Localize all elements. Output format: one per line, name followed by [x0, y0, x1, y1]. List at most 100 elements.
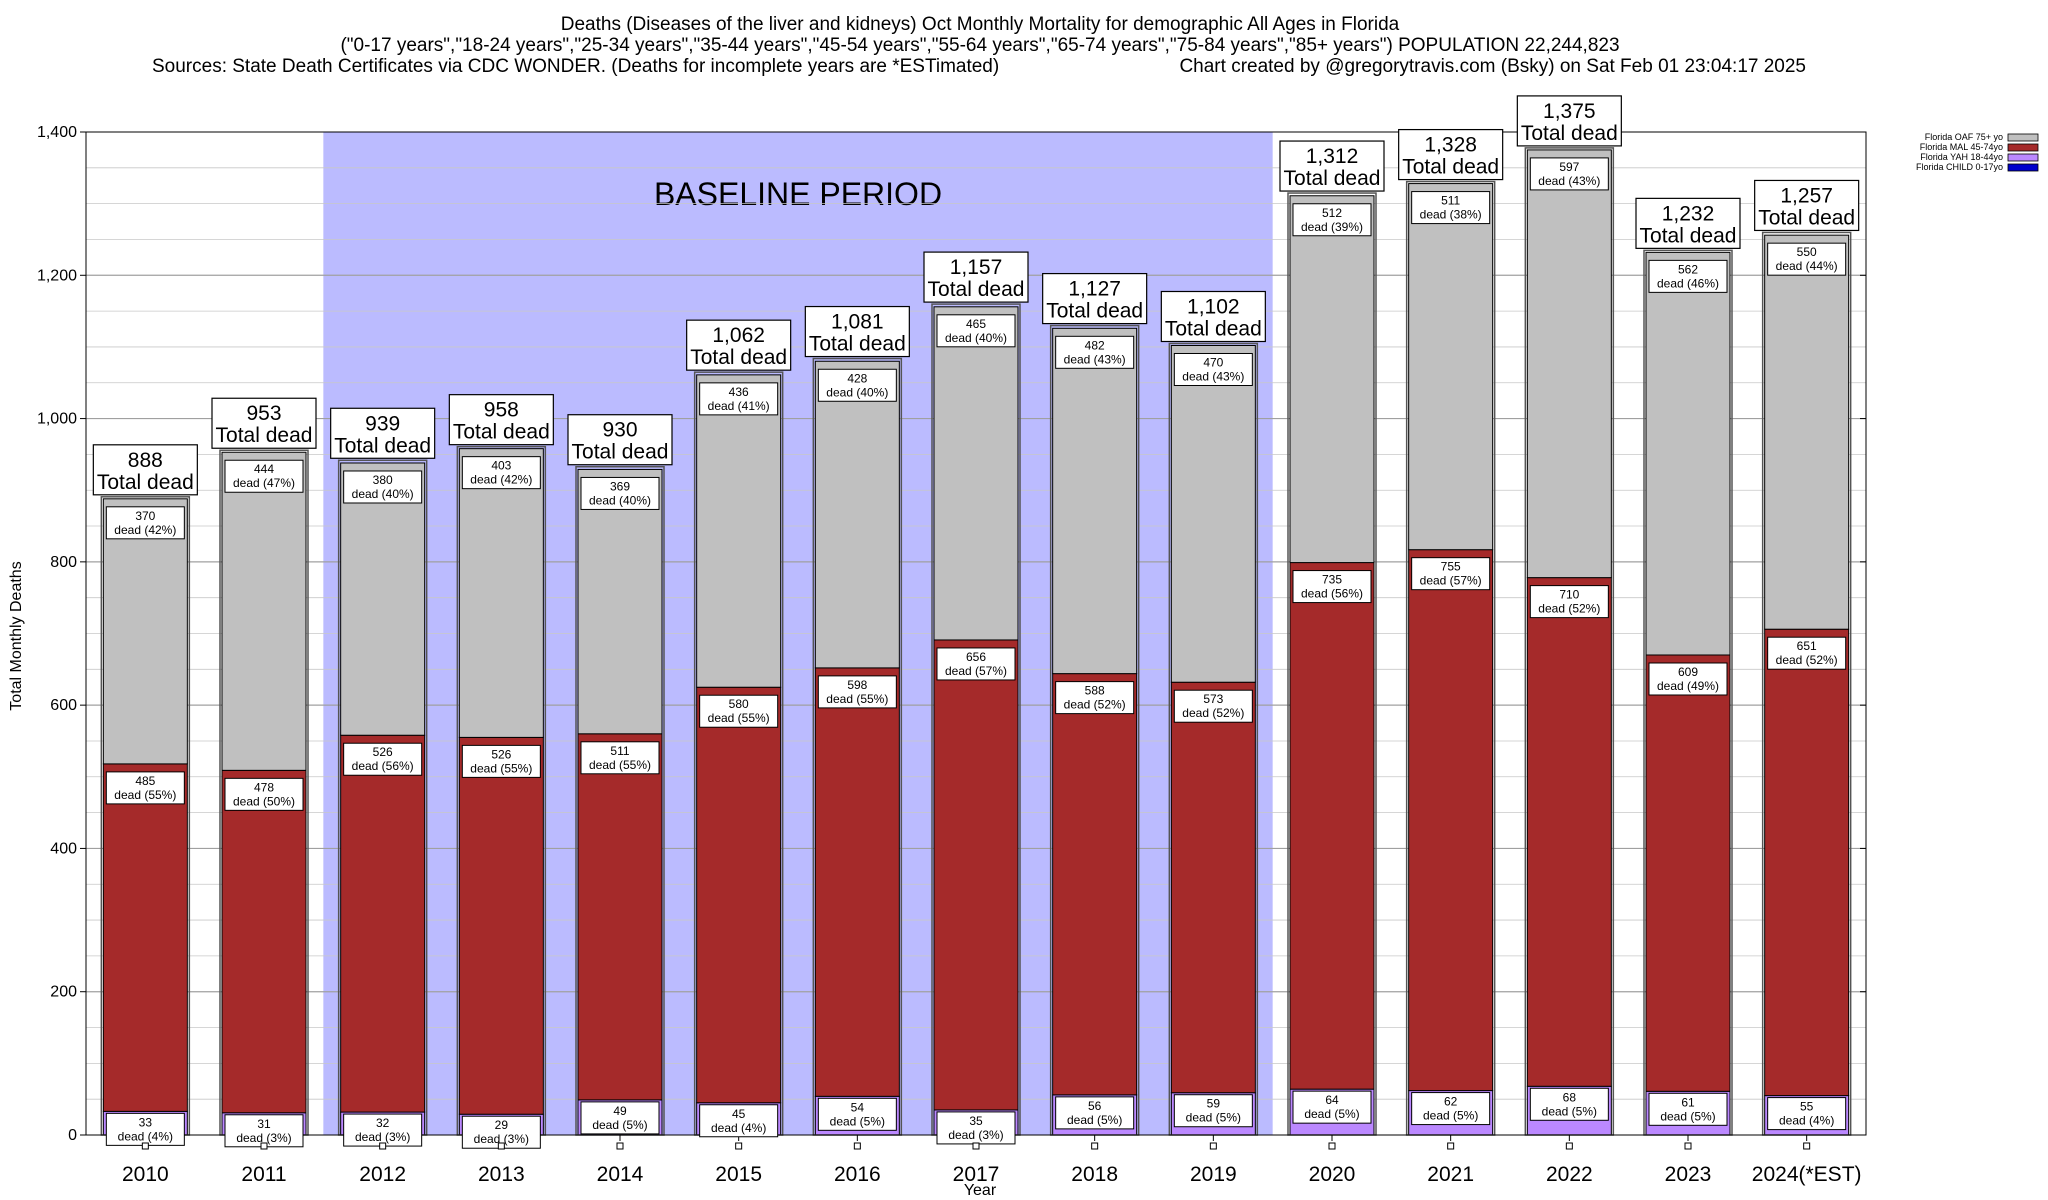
total-value-label: 1,375 [1543, 100, 1596, 123]
segment-label-box [936, 647, 1016, 681]
x-tick-label: 2014 [597, 1163, 644, 1186]
segment-label-box [1529, 157, 1609, 191]
total-label-box [330, 407, 436, 459]
bar-segment [340, 734, 426, 1113]
bar-segment [1052, 327, 1138, 675]
segment-percent-label: dead (47%) [233, 476, 295, 490]
segment-percent-label: dead (52%) [1064, 698, 1126, 712]
segment-percent-label: dead (3%) [474, 1132, 529, 1146]
total-value-label: 1,127 [1068, 278, 1121, 301]
bar-segment [1170, 681, 1256, 1094]
segment-value-label: 56 [1088, 1099, 1102, 1113]
total-caption-label: Total dead [216, 424, 313, 447]
total-label-box [92, 444, 198, 496]
segment-label-box [1648, 259, 1728, 293]
total-value-label: 953 [246, 402, 281, 425]
total-value-label: 930 [602, 419, 637, 442]
segment-percent-label: dead (56%) [1301, 587, 1363, 601]
total-label-box [1635, 197, 1741, 249]
bar-segment [221, 769, 307, 1114]
segment-label-box [1648, 1092, 1728, 1126]
segment-value-label: 436 [729, 385, 749, 399]
segment-percent-label: dead (57%) [945, 664, 1007, 678]
segment-value-label: 380 [373, 473, 393, 487]
segment-value-label: 598 [847, 678, 867, 692]
total-label-box [686, 319, 792, 371]
child-series-marker [379, 1142, 387, 1150]
segment-percent-label: dead (55%) [589, 758, 651, 772]
segment-percent-label: dead (55%) [114, 788, 176, 802]
segment-value-label: 470 [1203, 355, 1223, 369]
total-value-label: 1,328 [1424, 134, 1477, 157]
x-tick-label: 2015 [715, 1163, 762, 1186]
total-label-box [1042, 272, 1148, 325]
segment-value-label: 526 [373, 745, 393, 759]
chart-title-line-2: ("0-17 years","18-24 years","25-34 years… [340, 35, 1619, 56]
segment-value-label: 68 [1563, 1090, 1577, 1104]
segment-label-box [817, 675, 897, 709]
bar-segment [1526, 577, 1612, 1087]
segment-percent-label: dead (5%) [1660, 1109, 1715, 1123]
total-value-label: 1,102 [1187, 295, 1240, 318]
segment-label-box [1055, 681, 1135, 715]
legend-label: Florida OAF 75+ yo [1925, 132, 2003, 142]
child-series-marker [1803, 1142, 1811, 1150]
y-tick-label: 400 [50, 840, 77, 857]
segment-value-label: 61 [1681, 1095, 1695, 1109]
total-value-label: 1,081 [831, 311, 884, 334]
bar-segment [1170, 344, 1256, 683]
segment-label-box [1529, 1087, 1609, 1121]
child-series-marker [1684, 1142, 1692, 1150]
segment-label-box [1767, 636, 1847, 670]
segment-percent-label: dead (55%) [708, 711, 770, 725]
segment-label-box [343, 742, 423, 776]
segment-label-box [461, 456, 541, 490]
segment-label-box [1411, 191, 1491, 225]
x-tick-label: 2010 [122, 1163, 169, 1186]
bar-segment [1052, 673, 1138, 1096]
segment-percent-label: dead (55%) [826, 692, 888, 706]
child-series-marker [141, 1142, 149, 1150]
bars-group [100, 147, 1852, 1136]
segment-label-box [699, 382, 779, 416]
segment-percent-label: dead (3%) [236, 1131, 291, 1145]
y-tick-label: 200 [50, 984, 77, 1001]
segment-value-label: 478 [254, 780, 274, 794]
baseline-label: BASELINE PERIOD [654, 176, 942, 212]
total-label-box [923, 251, 1029, 303]
segment-value-label: 62 [1444, 1095, 1458, 1109]
legend-label: Florida YAH 18-44yo [1920, 152, 2003, 162]
bar-segment [221, 451, 307, 771]
bar-segment [340, 462, 426, 736]
total-caption-label: Total dead [1284, 167, 1381, 190]
segment-label-box [1173, 352, 1253, 386]
x-tick-label: 2021 [1427, 1163, 1474, 1186]
segment-value-label: 512 [1322, 206, 1342, 220]
total-value-label: 1,312 [1306, 145, 1359, 168]
total-caption-label: Total dead [1758, 206, 1855, 229]
bar-segment [696, 686, 782, 1104]
bar-segment [1289, 562, 1375, 1090]
segment-label-box [936, 314, 1016, 348]
segment-label-box [1529, 585, 1609, 619]
total-label-box [1279, 140, 1385, 192]
segment-label-box [699, 1104, 779, 1138]
segment-value-label: 32 [376, 1116, 390, 1130]
segment-value-label: 428 [847, 371, 867, 385]
bar-segment [1764, 234, 1850, 630]
x-tick-label: 2012 [359, 1163, 406, 1186]
total-caption-label: Total dead [334, 434, 431, 457]
segment-label-box [105, 1112, 185, 1146]
segment-label-box [1055, 1096, 1135, 1130]
segment-value-label: 31 [257, 1117, 271, 1131]
segment-label-box [580, 1101, 660, 1135]
total-value-label: 1,157 [950, 256, 1003, 279]
total-label-box [448, 394, 554, 446]
segment-value-label: 482 [1085, 338, 1105, 352]
segment-value-label: 588 [1085, 684, 1105, 698]
segment-label-box [1055, 335, 1135, 369]
segment-label-box [580, 741, 660, 775]
segment-value-label: 369 [610, 479, 630, 493]
bar-segment [458, 448, 544, 738]
